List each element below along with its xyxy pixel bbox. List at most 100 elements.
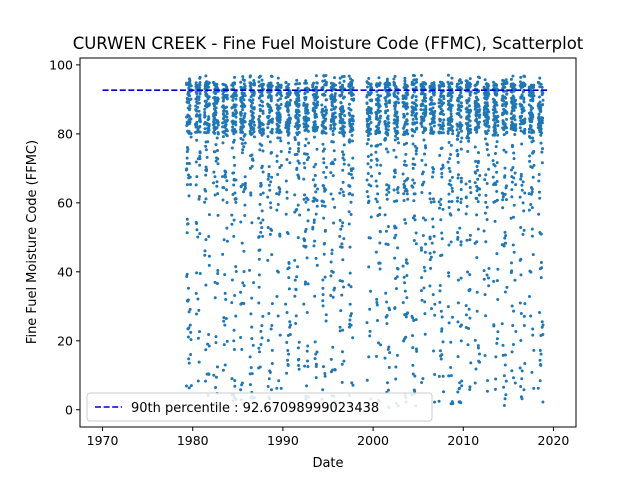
data-point — [421, 377, 425, 381]
data-point — [495, 161, 499, 165]
data-point — [414, 103, 418, 107]
data-point — [450, 189, 454, 193]
data-point — [223, 363, 227, 367]
data-point — [257, 125, 261, 129]
data-point — [242, 114, 246, 118]
data-point — [476, 113, 480, 117]
data-point — [511, 323, 515, 327]
y-tick-label: 0 — [65, 402, 73, 417]
data-point — [307, 156, 311, 160]
data-point — [285, 196, 289, 200]
data-point — [331, 368, 335, 372]
data-point — [475, 290, 479, 294]
data-point — [276, 118, 280, 122]
data-point — [485, 205, 489, 209]
data-point — [438, 105, 442, 109]
data-point — [402, 275, 406, 279]
data-point — [439, 357, 443, 361]
data-point — [413, 374, 417, 378]
data-point — [485, 122, 489, 126]
data-point — [293, 210, 297, 214]
data-point — [442, 101, 446, 105]
data-point — [267, 312, 271, 316]
data-point — [311, 106, 315, 110]
data-point — [539, 260, 543, 264]
legend: 90th percentile : 92.67098999023438 — [86, 392, 433, 422]
data-point — [204, 131, 208, 135]
data-point — [459, 147, 463, 151]
data-point — [252, 281, 256, 285]
data-point — [203, 249, 207, 253]
data-point — [393, 126, 397, 130]
data-point — [440, 81, 444, 85]
data-point — [216, 162, 220, 166]
data-point — [257, 75, 261, 79]
data-point — [342, 143, 346, 147]
data-point — [369, 165, 373, 169]
data-point — [267, 183, 271, 187]
data-point — [492, 80, 496, 84]
data-point — [411, 316, 415, 320]
data-point — [321, 293, 325, 297]
data-point — [519, 395, 523, 399]
data-point — [349, 169, 353, 173]
data-point — [459, 179, 463, 183]
data-point — [377, 84, 381, 88]
data-point — [478, 352, 481, 356]
data-point — [422, 180, 426, 184]
data-point — [348, 130, 352, 134]
data-point — [279, 93, 283, 97]
data-point — [501, 343, 505, 347]
data-point — [289, 323, 293, 327]
data-point — [302, 161, 306, 165]
data-point — [277, 131, 281, 135]
data-point — [258, 114, 262, 118]
data-point — [322, 147, 326, 151]
data-point — [513, 118, 517, 122]
data-point — [185, 231, 189, 235]
data-point — [411, 363, 415, 367]
data-point — [368, 98, 372, 102]
data-point — [294, 116, 298, 120]
data-point — [322, 74, 326, 78]
data-point — [367, 82, 371, 86]
data-point — [415, 121, 419, 125]
data-point — [510, 143, 514, 147]
data-point — [215, 86, 219, 90]
data-point — [519, 273, 523, 277]
data-point — [459, 91, 463, 95]
data-point — [437, 123, 441, 127]
data-point — [366, 162, 370, 166]
data-point — [313, 183, 317, 187]
data-point — [449, 143, 453, 147]
data-point — [242, 284, 246, 288]
data-point — [296, 103, 300, 107]
data-point — [260, 78, 264, 82]
data-point — [252, 123, 256, 127]
data-point — [518, 122, 522, 126]
data-point — [411, 117, 415, 121]
data-point — [224, 124, 228, 128]
data-point — [249, 191, 253, 195]
data-point — [387, 124, 391, 128]
data-point — [494, 377, 498, 381]
data-point — [438, 153, 442, 157]
data-point — [376, 103, 380, 107]
data-point — [260, 122, 264, 126]
data-point — [321, 184, 325, 188]
data-point — [250, 325, 254, 329]
data-point — [266, 102, 270, 106]
data-point — [284, 302, 288, 306]
data-point — [287, 113, 291, 117]
data-point — [323, 83, 327, 87]
data-point — [304, 111, 308, 115]
data-point — [270, 302, 274, 306]
data-point — [276, 203, 280, 207]
data-point — [432, 120, 436, 124]
data-point — [440, 83, 444, 87]
x-axis-label: Date — [312, 456, 343, 471]
data-point — [402, 142, 406, 146]
data-point — [448, 179, 452, 183]
data-point — [449, 402, 453, 406]
data-point — [383, 88, 387, 92]
